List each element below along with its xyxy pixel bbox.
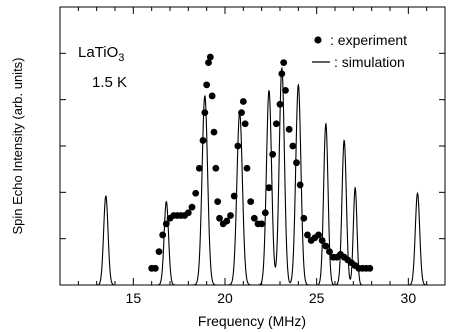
experiment-point bbox=[214, 198, 222, 206]
experiment-point bbox=[203, 81, 211, 89]
experiment-points bbox=[148, 53, 374, 272]
experiment-point bbox=[304, 231, 311, 239]
experiment-point bbox=[199, 137, 207, 144]
y-axis-label: Spin Echo Intensity (arb. units) bbox=[10, 57, 25, 234]
compound-subscript: 3 bbox=[118, 52, 124, 64]
experiment-point bbox=[285, 125, 293, 133]
x-axis-label: Frequency (MHz) bbox=[198, 313, 306, 329]
experiment-point bbox=[206, 53, 214, 61]
x-tick-labels: 15 20 25 30 bbox=[126, 290, 417, 306]
experiment-point bbox=[293, 159, 300, 167]
experiment-point bbox=[269, 150, 277, 158]
experiment-point bbox=[208, 92, 216, 100]
compound-base: LaTiO bbox=[78, 44, 118, 61]
experiment-point bbox=[315, 231, 322, 239]
experiment-point bbox=[276, 100, 284, 108]
experiment-point bbox=[243, 164, 251, 172]
experiment-point bbox=[234, 142, 242, 150]
experiment-point bbox=[366, 264, 374, 272]
experiment-point bbox=[155, 248, 163, 256]
simulation-curve bbox=[60, 66, 445, 286]
experiment-point bbox=[300, 214, 308, 222]
legend-simulation-label: : simulation bbox=[334, 54, 405, 70]
experiment-point bbox=[282, 87, 289, 94]
experiment-point bbox=[239, 98, 247, 105]
experiment-point bbox=[230, 192, 238, 200]
experiment-point bbox=[216, 214, 223, 222]
experiment-point bbox=[280, 59, 288, 66]
experiment-point bbox=[296, 181, 304, 189]
experiment-point bbox=[318, 237, 326, 244]
experiment-point bbox=[278, 70, 286, 78]
x-tick-label: 25 bbox=[309, 290, 325, 306]
experiment-point bbox=[192, 189, 200, 197]
compound-label: LaTiO3 bbox=[78, 44, 124, 64]
legend-experiment-label: : experiment bbox=[330, 32, 407, 48]
temperature-label: 1.5 K bbox=[92, 74, 127, 91]
x-tick-label: 30 bbox=[401, 290, 417, 306]
experiment-point bbox=[184, 209, 192, 217]
experiment-point bbox=[223, 217, 231, 225]
experiment-point bbox=[162, 220, 170, 228]
experiment-point bbox=[227, 212, 234, 219]
x-tick-label: 15 bbox=[126, 290, 142, 306]
experiment-point bbox=[241, 120, 249, 128]
experiment-point bbox=[195, 164, 203, 172]
experiment-point bbox=[247, 198, 255, 206]
experiment-point bbox=[205, 59, 212, 66]
experiment-point bbox=[210, 128, 218, 136]
experiment-point bbox=[258, 220, 266, 228]
experiment-point bbox=[151, 264, 159, 272]
tick-marks bbox=[59, 7, 446, 285]
experiment-point bbox=[250, 214, 258, 222]
legend-experiment-marker bbox=[314, 36, 322, 44]
experiment-point bbox=[238, 109, 245, 117]
experiment-point bbox=[322, 242, 330, 250]
x-tick-label: 20 bbox=[217, 290, 233, 306]
experiment-point bbox=[289, 142, 297, 150]
experiment-point bbox=[272, 120, 280, 128]
experiment-point bbox=[188, 203, 196, 211]
experiment-point bbox=[201, 109, 209, 117]
experiment-point bbox=[326, 248, 333, 256]
experiment-point bbox=[265, 184, 273, 192]
experiment-point bbox=[261, 209, 269, 217]
experiment-point bbox=[159, 231, 167, 239]
experiment-point bbox=[212, 164, 220, 172]
